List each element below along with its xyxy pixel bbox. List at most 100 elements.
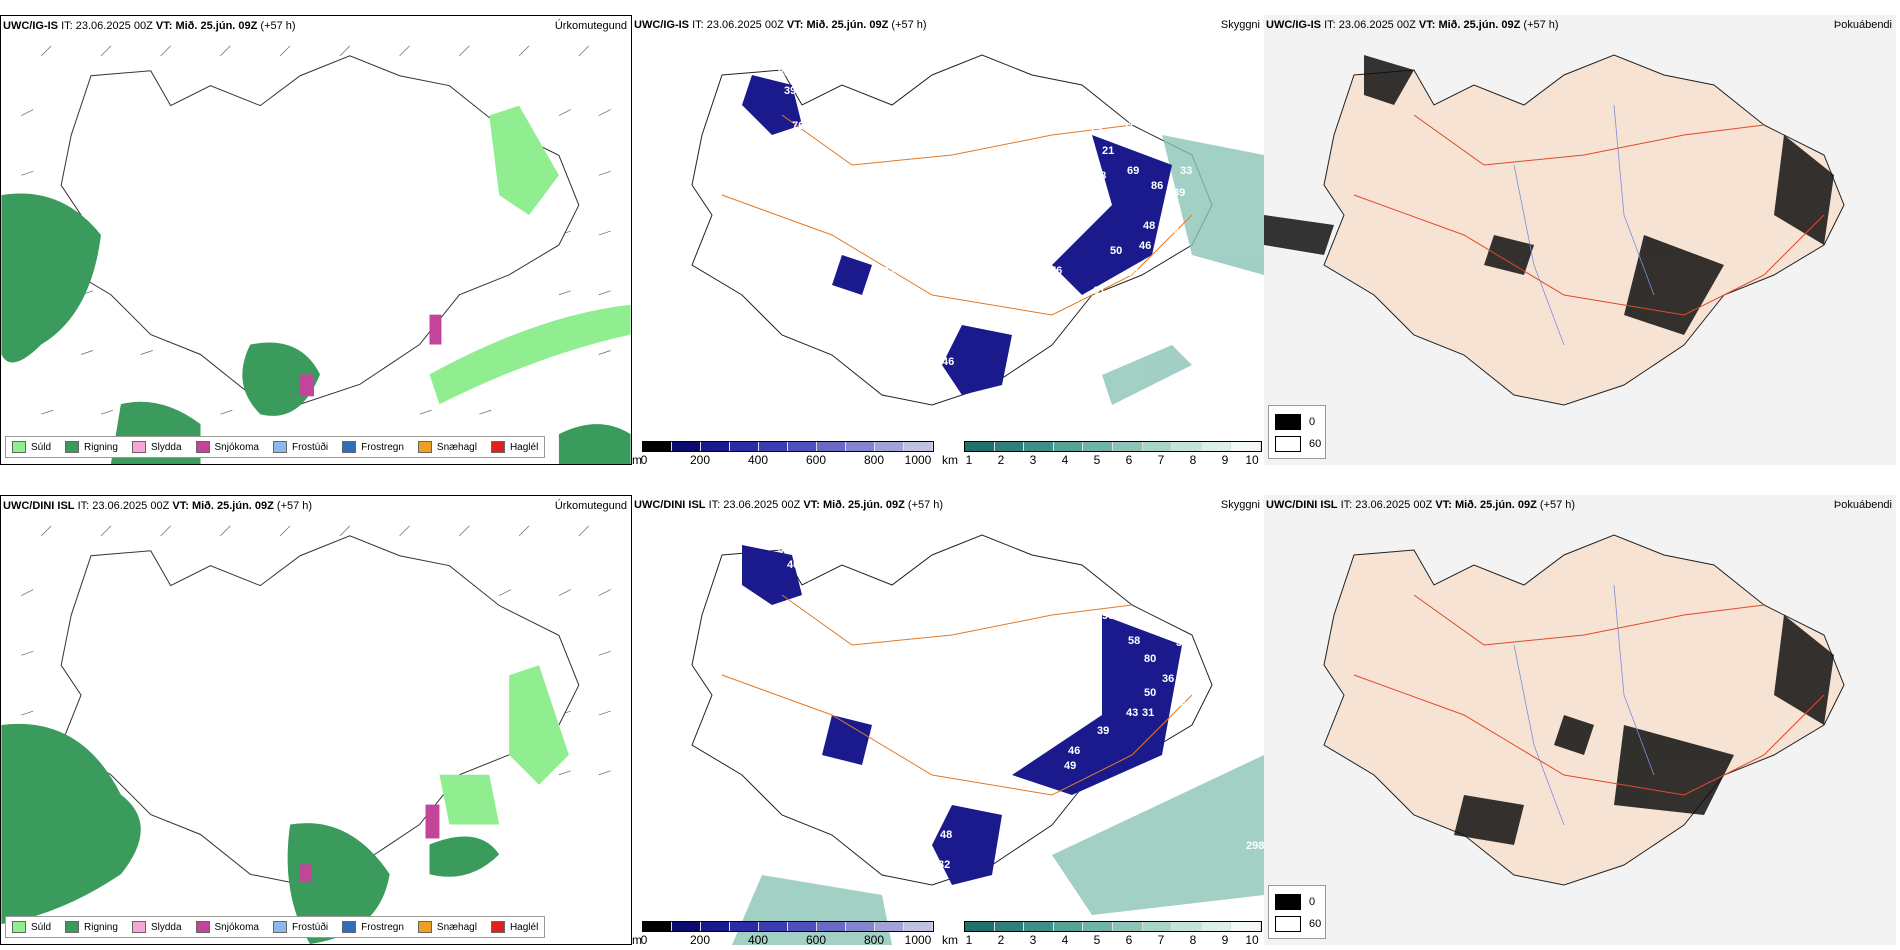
cloudbase-value: 96 [1067,293,1080,305]
legend-swatch [272,441,287,453]
cloudbase-value: 42 [914,840,927,852]
cloudbase-value: 50 [1144,687,1157,699]
cloudbase-value: 80 [1014,268,1027,280]
cloudbase-value: 52 [1144,617,1157,629]
legend-item: Slydda [131,921,182,933]
cloudbase-colorbar-bar [642,441,934,452]
roads [721,114,1193,316]
low-cloud-areas [742,75,1172,395]
visibility-colorbar: km 1 2 3 4 5 6 7 8 9 10 [942,919,1262,945]
cloudbase-value: 32 [938,859,951,871]
legend-item: Frostúði [272,441,328,453]
cloudbase-value: 52 [1180,700,1193,712]
iceland-cloudbase-map [691,534,1264,945]
iceland-precip-map [1,525,611,944]
fog-swatch [1275,436,1301,452]
cloudbase-value: 99 [862,593,875,605]
cloudbase-value: 76 [792,120,805,132]
legend-swatch [12,441,26,453]
cloudbase-value: 117 [884,265,902,277]
fog-legend: 0 60 [1268,405,1326,459]
legend-swatch [195,441,210,453]
panel-header: UWC/IG-IS IT: 23.06.2025 00Z VT: Mið. 25… [3,20,296,32]
legend-item: Snjókoma [195,921,259,933]
panel-header: UWC/DINI ISL IT: 23.06.2025 00Z VT: Mið.… [3,500,313,512]
visibility-unit: km [942,453,958,465]
legend-item: Haglél [490,441,538,453]
drizzle-areas [429,105,631,405]
cloudbase-value: 39 [784,85,797,97]
cloudbase-value: 215 [1032,725,1051,737]
roads [1353,594,1825,796]
cloudbase-value: 43 [1126,707,1139,719]
legend-swatch [65,921,80,933]
visibility-colorbar-bar [964,441,1262,452]
snow-areas [300,804,440,883]
visibility-unit: km [942,933,958,945]
iceland-outline [691,534,1213,886]
precip-type-panel-row2: UWC/DINI ISL IT: 23.06.2025 00Z VT: Mið.… [0,495,632,945]
cloudbase-value: 48 [1143,220,1156,232]
legend-swatch [490,441,505,453]
cloudbase-visibility-panel-row2: UWC/DINI ISL IT: 23.06.2025 00Z VT: Mið.… [632,495,1264,945]
cloudbase-value: 88 [1094,170,1107,182]
fog-index-panel-row2: UWC/DINI ISL IT: 23.06.2025 00Z VT: Mið.… [1264,495,1896,945]
cloudbase-value: 90 [1102,610,1115,622]
cloudbase-value: 64 [807,580,820,592]
cloudbase-colorbar-bar [642,921,934,932]
cloudbase-value: 49 [894,665,907,677]
legend-swatch [12,921,26,933]
rivers [1513,584,1655,826]
panel-header: UWC/DINI ISL IT: 23.06.2025 00Z VT: Mið.… [1266,499,1576,511]
cloudbase-value: 38 [1144,145,1157,157]
precip-legend: Súld Rigning Slydda Snjókoma Frostúði Fr… [5,436,546,458]
cloudbase-value: 60 [872,687,885,699]
cloudbase-value: 74 [1024,248,1037,260]
cloudbase-value: 21 [1102,145,1115,157]
cloudbase-value: 66 [912,825,925,837]
iceland-cloudbase-map [691,54,1264,406]
panel-title: Skyggni [1220,499,1260,511]
legend-item: Rigning [65,441,118,453]
cloudbase-value: 48 [940,829,953,841]
cloudbase-value: 40 [787,559,800,571]
roads [721,594,1193,796]
cloudbase-value: 46 [1068,745,1081,757]
cloudbase-value: 41 [928,382,941,394]
cloudbase-value: 58 [1128,635,1141,647]
legend-swatch [417,921,432,933]
legend-swatch [131,441,146,453]
cloudbase-value: 51 [1122,120,1135,132]
legend-swatch [272,921,287,933]
cloudbase-value: 76 [1050,265,1063,277]
panel-title: Þokuábendi [1833,499,1892,511]
cloudbase-unit: m [632,453,642,465]
iceland-fog-map [1264,495,1896,945]
cloudbase-value: 57 [1126,580,1139,592]
cloudbase-colorbar: m 0 200 400 600 800 1000 [632,439,934,465]
cloudbase-value: 61 [1093,302,1106,314]
cloudbase-value: 36 [1176,637,1189,649]
fog-index-panel-row1: UWC/IG-IS IT: 23.06.2025 00Z VT: Mið. 25… [1264,15,1896,465]
legend-item: Frostúði [272,921,328,933]
cloudbase-unit: m [632,933,642,945]
legend-item: Snæhagl [417,441,477,453]
cloudbase-value: 33 [1180,165,1193,177]
cloudbase-value: 57 [728,235,741,247]
visibility-areas [1102,135,1264,405]
cloudbase-value: 69 [1127,165,1140,177]
cloudbase-value: 298 [1246,840,1264,852]
fog-swatch [1275,916,1301,932]
legend-swatch [195,921,210,933]
cloudbase-value: 99 [1046,215,1059,227]
drizzle-areas [439,665,569,825]
fog-legend-row: 60 [1275,436,1321,452]
panel-title: Skyggni [1220,19,1260,31]
cloudbase-visibility-panel-row1: UWC/IG-IS IT: 23.06.2025 00Z VT: Mið. 25… [632,15,1264,465]
panel-header: UWC/DINI ISL IT: 23.06.2025 00Z VT: Mið.… [634,499,944,511]
legend-item: Snæhagl [417,921,477,933]
fog-swatch [1275,894,1301,910]
fog-legend-row: 60 [1275,916,1321,932]
visibility-colorbar: km 1 2 3 4 5 6 7 8 9 10 [942,439,1262,465]
cloudbase-value: 80 [1144,653,1157,665]
